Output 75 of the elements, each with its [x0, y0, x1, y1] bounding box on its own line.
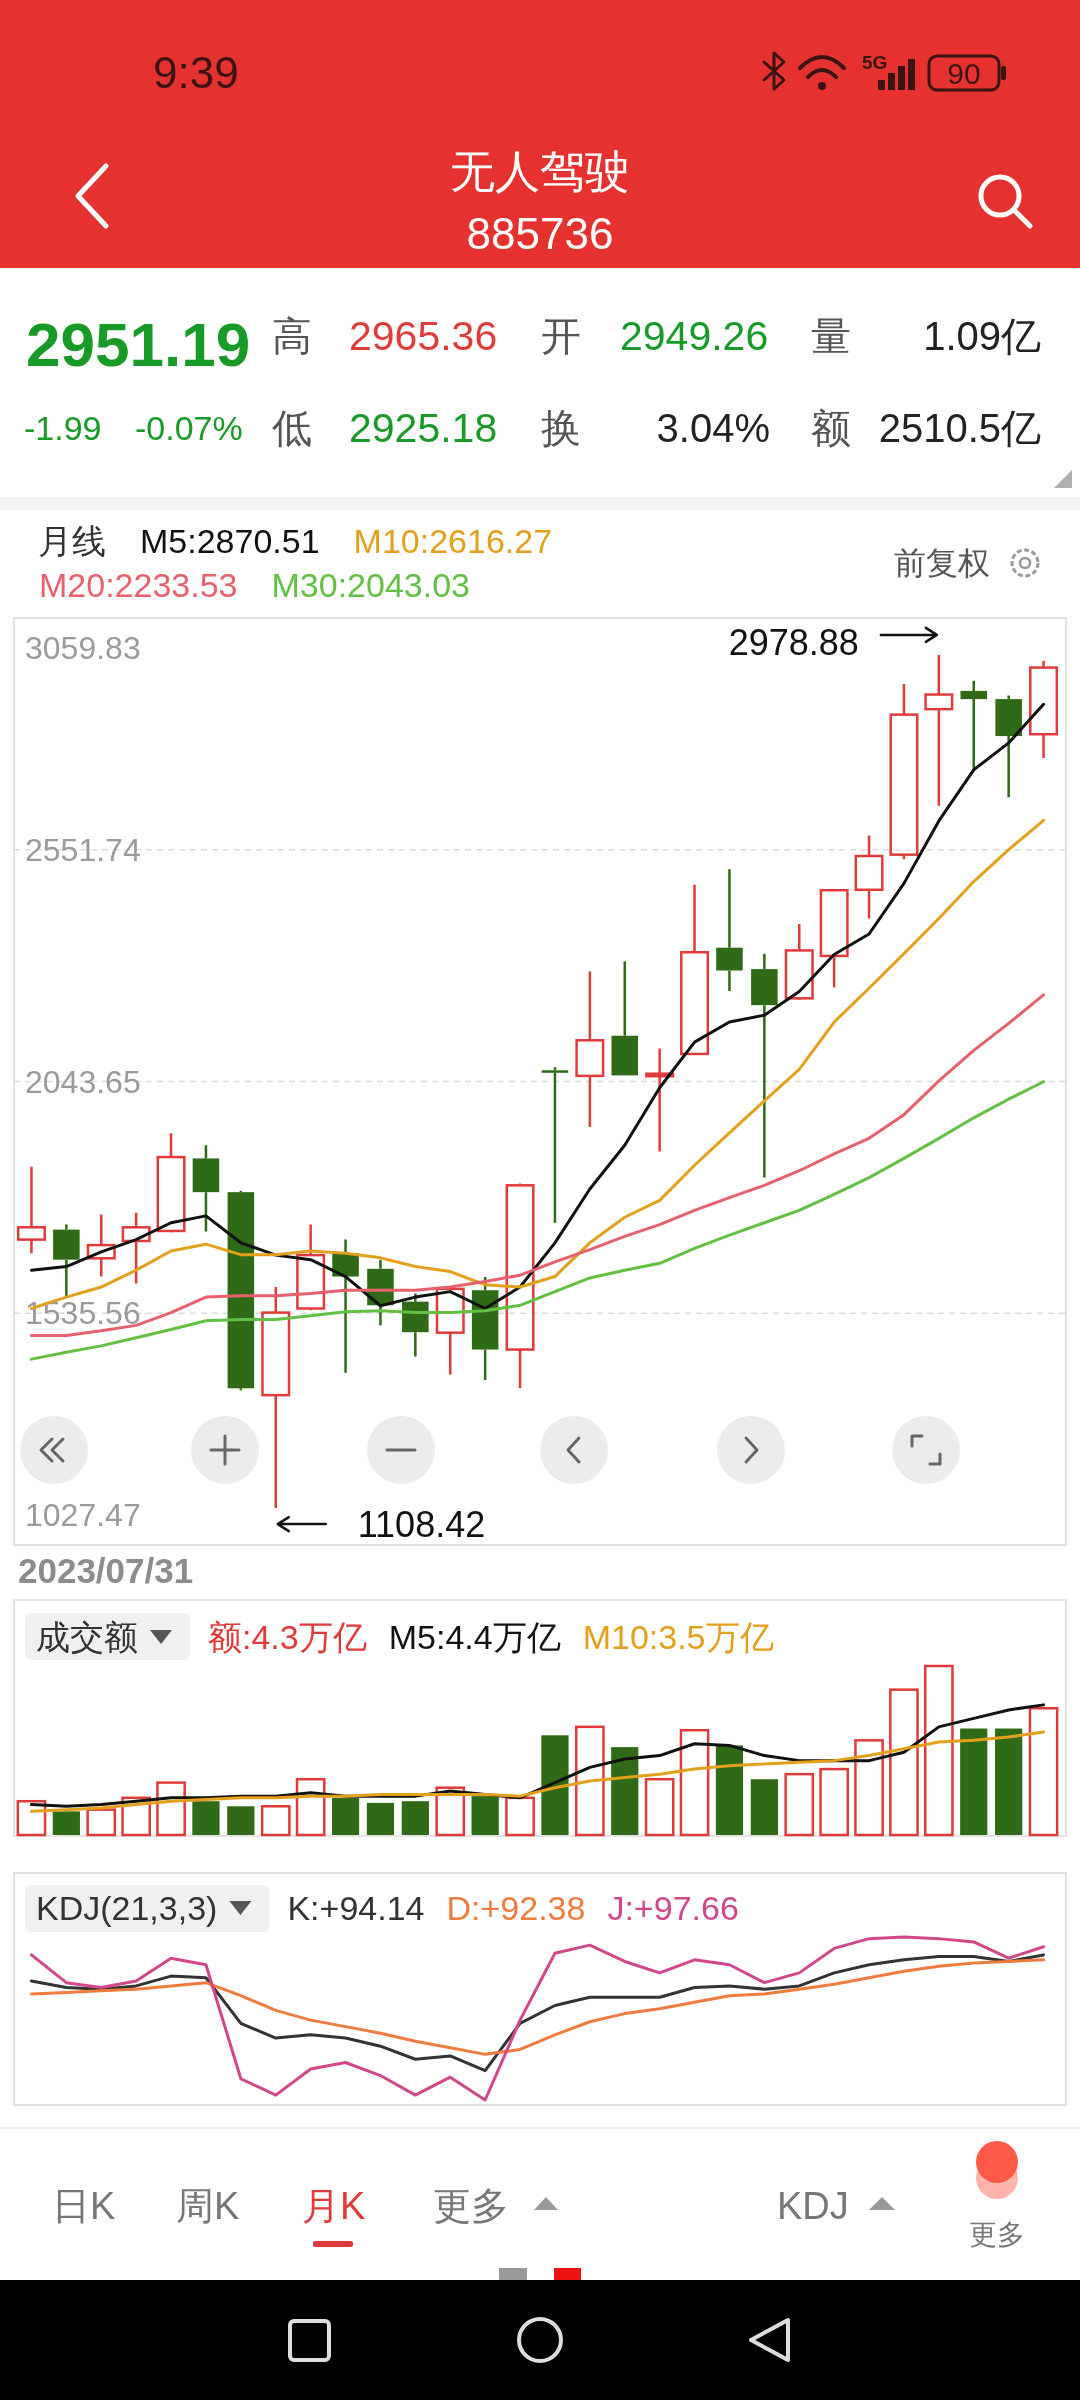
bar [295, 1777, 326, 1837]
text: M10:3.5万亿 [582, 1618, 774, 1656]
text: 885736 [466, 208, 614, 258]
text: 日K [52, 2185, 116, 2227]
text: 1.09亿 [923, 314, 1041, 358]
bar [435, 1786, 466, 1837]
text: 90 [947, 56, 981, 90]
text: 低 [272, 406, 312, 450]
text: 2023/07/31 [18, 1550, 194, 1590]
bar [819, 1767, 850, 1837]
text: 量 [811, 314, 851, 358]
bar [889, 1688, 919, 1837]
bar [679, 1728, 710, 1837]
bar [923, 1664, 954, 1837]
annotation: 1108.42 [357, 1503, 486, 1545]
text: 3.04% [656, 406, 770, 450]
bar [471, 1796, 499, 1835]
text: M5:2870.51 [140, 522, 320, 560]
bar [715, 1745, 744, 1835]
bar [366, 1802, 395, 1835]
bar [156, 1781, 186, 1837]
text: 5G [862, 51, 888, 73]
text: M10:2616.27 [353, 522, 553, 560]
text: 2951.19 [26, 309, 251, 379]
text: KDJ [777, 2185, 849, 2227]
text: 额:4.3万亿 [208, 1618, 367, 1656]
text: 更多 [433, 2185, 509, 2227]
y-tick-label: 1027.47 [25, 1497, 141, 1533]
bar [1028, 1707, 1059, 1837]
bar [192, 1801, 220, 1835]
text: 开 [541, 314, 581, 358]
bar [574, 1725, 605, 1837]
bar [960, 1728, 988, 1835]
bar [227, 1806, 255, 1835]
y-tick-label: 1535.56 [25, 1295, 141, 1332]
text: 周K [176, 2185, 240, 2227]
bar [644, 1777, 675, 1837]
bar [52, 1811, 80, 1835]
text: 更多 [969, 2218, 1025, 2250]
text: 无人驾驶 [450, 145, 630, 197]
bar [784, 1772, 815, 1837]
text: 换 [541, 406, 581, 450]
legend-title: 月线 [38, 522, 106, 560]
text: 额 [811, 406, 851, 450]
bar [16, 1799, 47, 1837]
series-label: J:+97.66 [607, 1889, 739, 1927]
text: 2949.26 [620, 313, 769, 359]
text: M20:2233.53 [39, 566, 238, 604]
bar [611, 1747, 639, 1835]
annotation: 2978.88 [728, 622, 859, 664]
bar [401, 1801, 429, 1835]
text: -1.99 [24, 409, 102, 447]
text: M5:4.4万亿 [388, 1618, 561, 1656]
bar [750, 1779, 778, 1835]
text: K:+94.14 [287, 1889, 425, 1927]
y-tick-label: 2551.74 [25, 831, 141, 868]
bar [260, 1805, 291, 1837]
text: 高 [272, 314, 312, 358]
text: 月K [302, 2185, 366, 2227]
text: 9:39 [153, 47, 239, 97]
text: D:+92.38 [446, 1889, 586, 1927]
text: 前复权 [894, 545, 990, 581]
bar [331, 1797, 360, 1835]
y-tick-label: 3059.83 [25, 630, 141, 666]
y-tick-label: 2043.65 [25, 1063, 141, 1100]
text: 2965.36 [349, 313, 498, 359]
text: 2510.5亿 [878, 406, 1041, 450]
text: -0.07% [135, 409, 243, 447]
bar [854, 1739, 884, 1837]
chart-title: 成交额 [36, 1618, 138, 1656]
bar [995, 1728, 1023, 1835]
bar [541, 1735, 569, 1835]
text: M30:2043.03 [271, 566, 470, 604]
text: 2925.18 [349, 405, 498, 451]
chart-title: KDJ(21,3,3) [36, 1889, 218, 1927]
